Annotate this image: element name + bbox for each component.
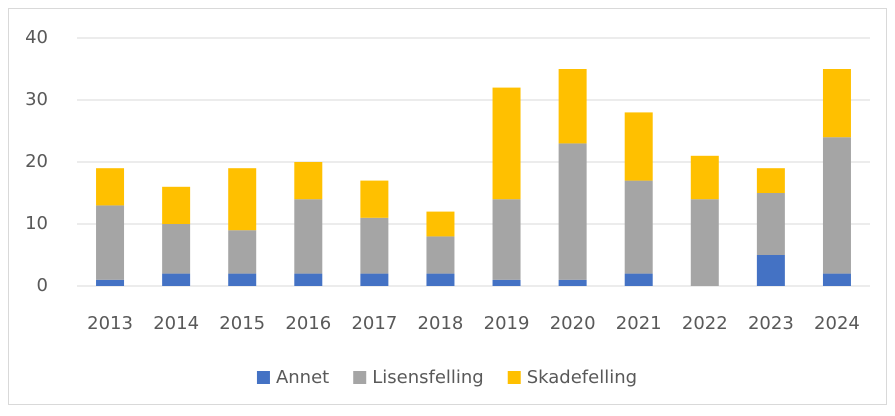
bar-segment xyxy=(162,186,191,224)
legend-label: Skadefelling xyxy=(527,367,637,388)
bar-segment xyxy=(228,230,257,274)
bar-segment xyxy=(360,217,389,274)
x-tick-label: 2015 xyxy=(219,313,265,334)
x-tick-label: 2019 xyxy=(484,313,530,334)
legend-label: Annet xyxy=(276,367,329,388)
bar-segment xyxy=(492,199,521,280)
bar-segment xyxy=(756,255,785,286)
bar-segment xyxy=(624,273,653,286)
bar-segment xyxy=(756,193,785,255)
bar-segment xyxy=(558,69,587,144)
x-tick-label: 2017 xyxy=(351,313,397,334)
legend-label: Lisensfelling xyxy=(372,367,484,388)
bar-segment xyxy=(690,199,719,286)
bar-segment xyxy=(96,279,125,286)
legend-swatch xyxy=(507,371,521,384)
bar-segment xyxy=(228,273,257,286)
bar-segment xyxy=(96,168,125,206)
chart-border xyxy=(8,8,887,405)
x-tick-label: 2014 xyxy=(153,313,199,334)
bar-segment xyxy=(624,112,653,181)
x-tick-label: 2021 xyxy=(616,313,662,334)
y-tick-label: 10 xyxy=(25,213,48,234)
bar-segment xyxy=(822,69,851,138)
x-tick-label: 2022 xyxy=(682,313,728,334)
y-tick-label: 40 xyxy=(25,27,48,48)
y-tick-label: 20 xyxy=(25,151,48,172)
bar-segment xyxy=(426,211,455,237)
legend-swatch xyxy=(353,371,367,384)
x-tick-label: 2023 xyxy=(748,313,794,334)
bar-segment xyxy=(426,273,455,286)
bar-segment xyxy=(624,180,653,274)
bar-segment xyxy=(822,273,851,286)
bar-segment xyxy=(294,273,323,286)
x-tick-label: 2013 xyxy=(87,313,133,334)
y-tick-label: 30 xyxy=(25,89,48,110)
bar-segment xyxy=(360,273,389,286)
x-tick-label: 2018 xyxy=(418,313,464,334)
bar-segment xyxy=(228,168,257,231)
x-tick-label: 2024 xyxy=(814,313,860,334)
bar-segment xyxy=(558,143,587,280)
bar-segment xyxy=(426,236,455,274)
bar-segment xyxy=(96,205,125,280)
x-tick-label: 2020 xyxy=(550,313,596,334)
bar-segment xyxy=(558,279,587,286)
bar-segment xyxy=(756,168,785,193)
bar-segment xyxy=(162,273,191,286)
x-tick-label: 2016 xyxy=(285,313,331,334)
bar-segment xyxy=(360,180,389,218)
bar-segment xyxy=(294,162,323,200)
legend-swatch xyxy=(256,371,270,384)
bar-segment xyxy=(690,155,719,200)
bar-segment xyxy=(294,199,323,274)
bar-segment xyxy=(492,279,521,286)
bar-segment xyxy=(162,224,191,274)
bar-segment xyxy=(492,87,521,200)
y-tick-label: 0 xyxy=(37,275,48,296)
bar-segment xyxy=(822,137,851,274)
